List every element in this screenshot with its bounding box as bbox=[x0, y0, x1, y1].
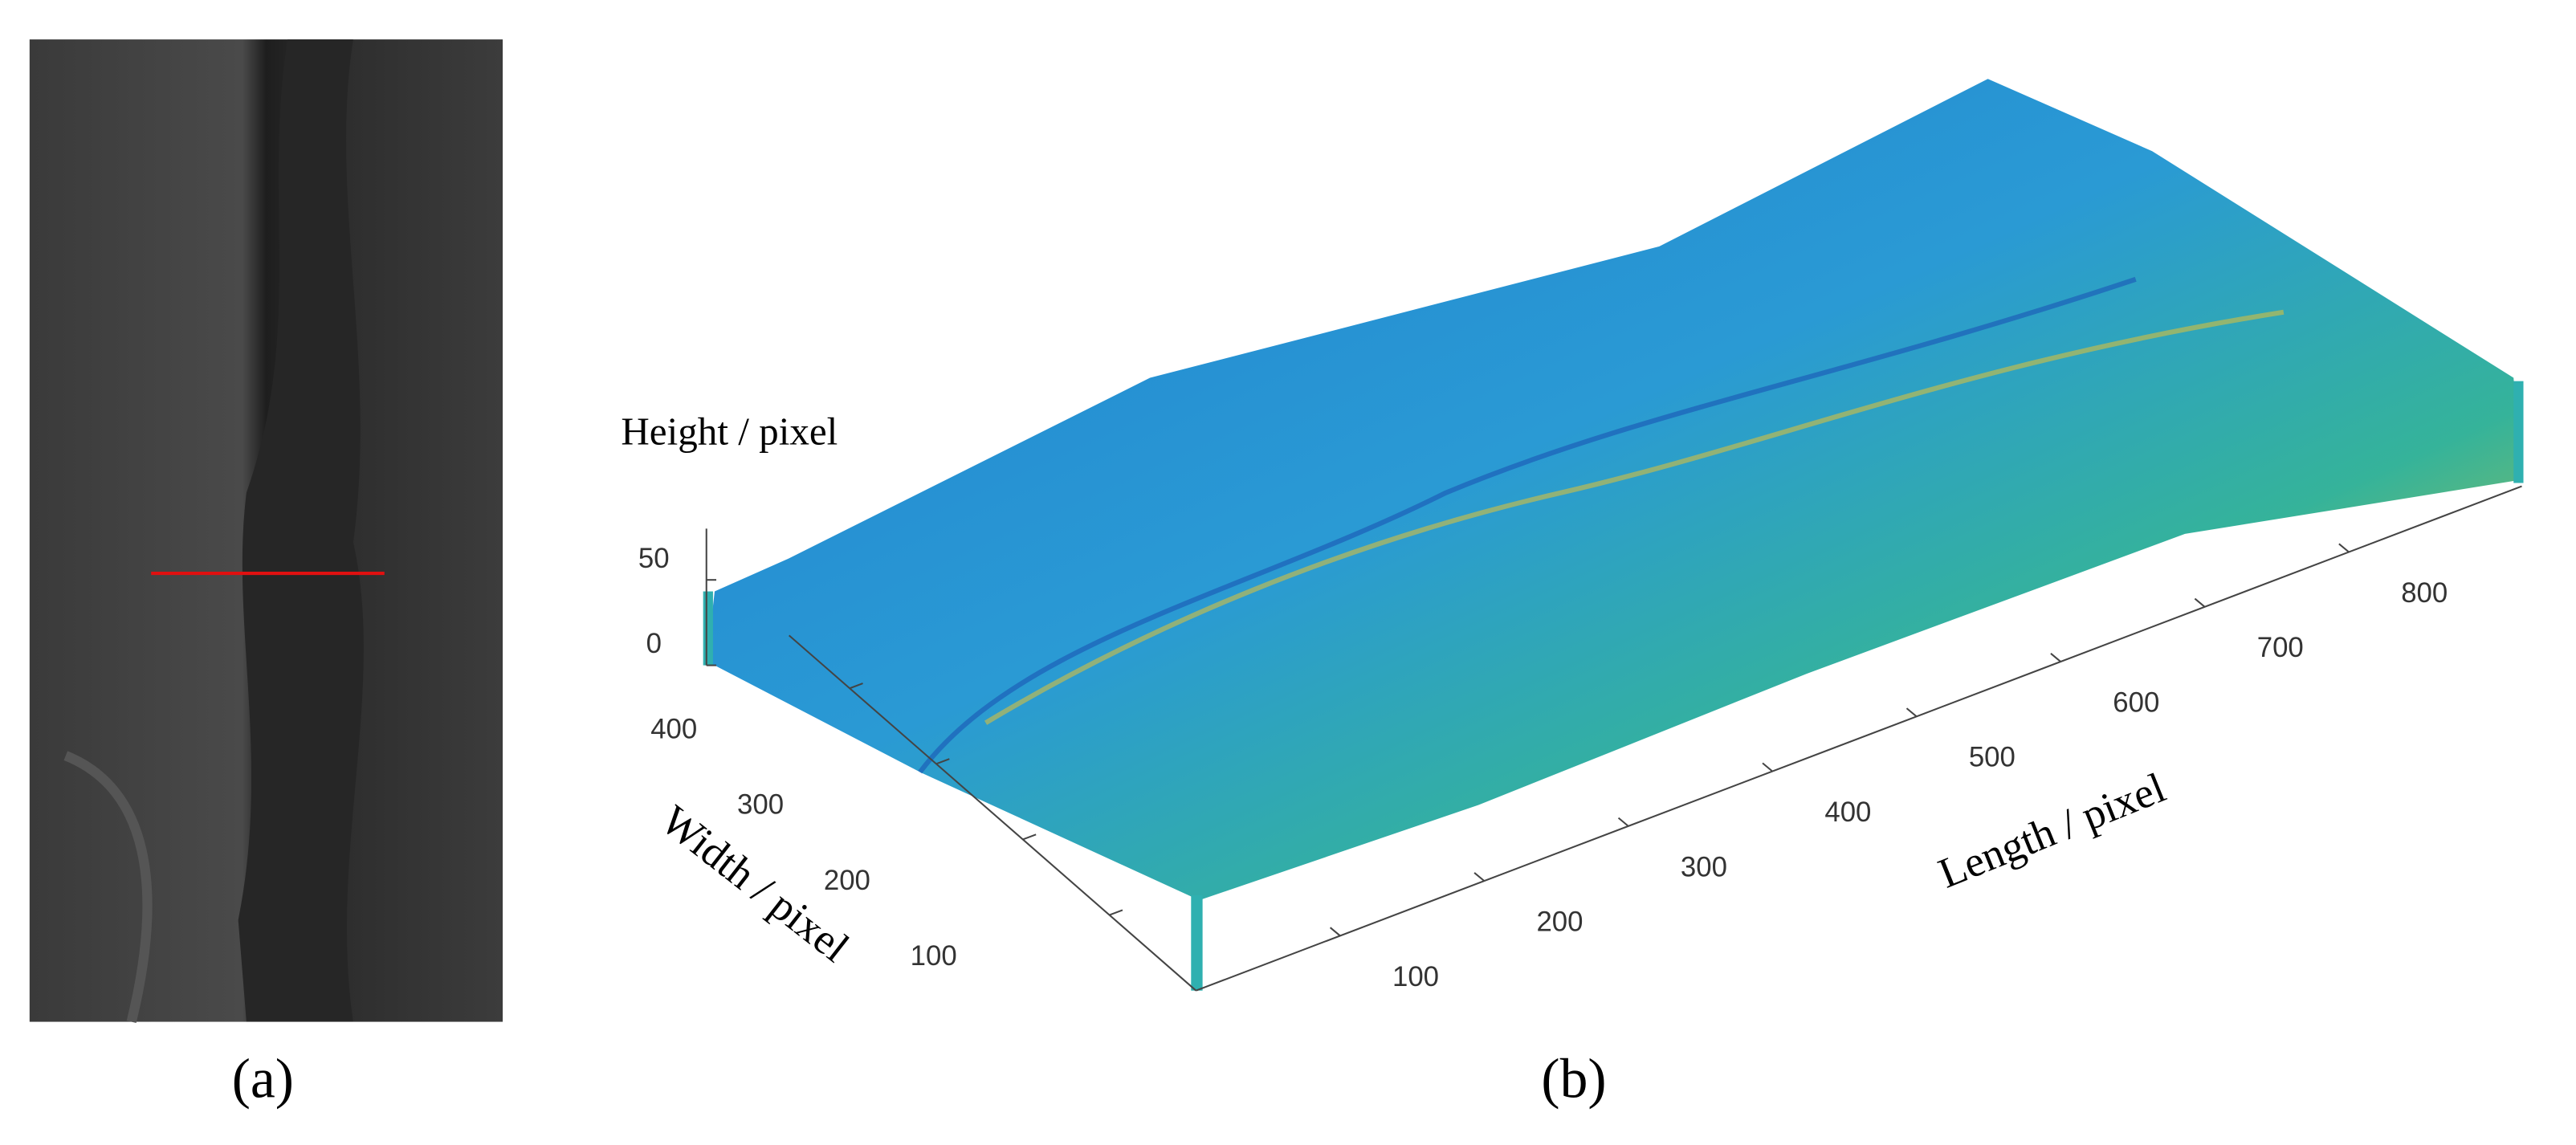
x-tick-label: 800 bbox=[2401, 578, 2448, 609]
x-tick-label: 200 bbox=[1536, 907, 1583, 938]
x-tick bbox=[2050, 653, 2061, 662]
x-tick bbox=[1473, 872, 1486, 882]
y-axis-line bbox=[789, 634, 1197, 992]
y-tick-label: 300 bbox=[737, 790, 784, 821]
z-axis-label: Height / pixel bbox=[621, 409, 838, 453]
x-tick-label: 100 bbox=[1392, 962, 1439, 992]
panel-label: (b) bbox=[1541, 1048, 1606, 1110]
y-tick-label: 200 bbox=[824, 866, 870, 896]
x-tick bbox=[1617, 817, 1629, 827]
x-tick-label: 700 bbox=[2257, 633, 2304, 663]
x-tick bbox=[1762, 762, 1773, 772]
x-tick bbox=[2194, 597, 2206, 608]
surface bbox=[703, 79, 2524, 991]
x-tick-label: 300 bbox=[1681, 852, 1727, 882]
x-tick bbox=[2338, 543, 2350, 553]
y-tick-label: 100 bbox=[911, 941, 957, 972]
z-tick-label: 0 bbox=[646, 629, 662, 659]
panel-label: (a) bbox=[232, 1048, 294, 1110]
y-tick bbox=[1109, 909, 1123, 916]
y-tick bbox=[935, 758, 950, 765]
photo bbox=[29, 39, 503, 1024]
x-tick bbox=[1329, 927, 1341, 937]
x-axis-label: Length / pixel bbox=[1932, 764, 2172, 897]
z-tick-label: 50 bbox=[638, 544, 670, 574]
x-tick-label: 600 bbox=[2113, 687, 2159, 718]
x-tick bbox=[1906, 707, 1918, 718]
x-tick-label: 500 bbox=[1969, 743, 2016, 773]
x-axis-line bbox=[1196, 485, 2522, 992]
x-tick-label: 400 bbox=[1824, 797, 1871, 828]
y-tick bbox=[849, 683, 863, 690]
y-tick-label: 400 bbox=[650, 715, 697, 745]
y-tick bbox=[1022, 833, 1037, 841]
